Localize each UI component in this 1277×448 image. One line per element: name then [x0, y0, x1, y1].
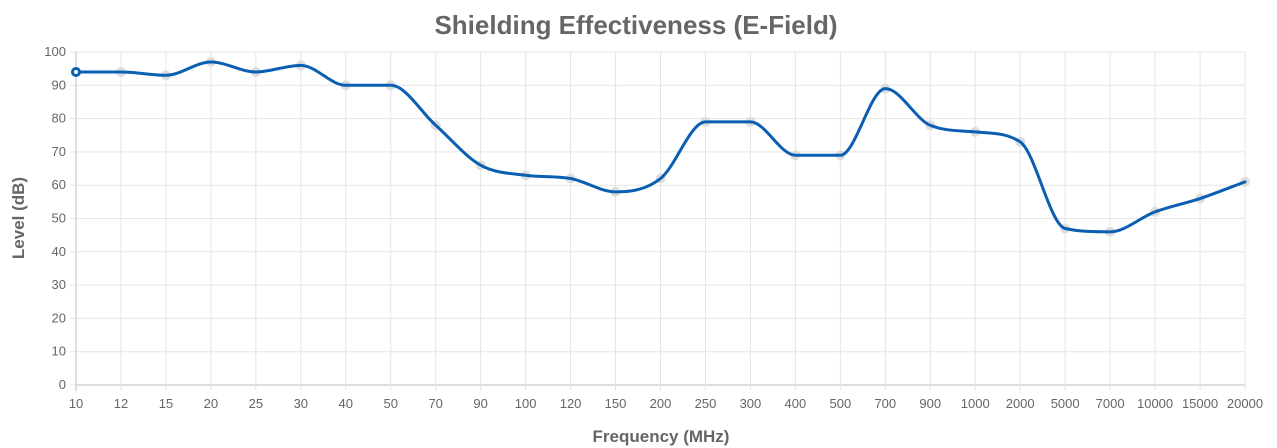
- x-tick-label: 10: [69, 396, 83, 411]
- x-tick-label: 7000: [1096, 396, 1125, 411]
- x-tick-label: 1000: [961, 396, 990, 411]
- x-tick-label: 900: [919, 396, 941, 411]
- x-tick-label: 15000: [1182, 396, 1218, 411]
- y-tick-label: 0: [59, 377, 66, 392]
- x-tick-label: 250: [695, 396, 717, 411]
- x-axis-title: Frequency (MHz): [593, 427, 730, 446]
- x-tick-label: 40: [339, 396, 353, 411]
- x-tick-label: 150: [605, 396, 627, 411]
- y-tick-label: 70: [52, 144, 66, 159]
- x-tick-label: 300: [740, 396, 762, 411]
- x-tick-label: 20000: [1227, 396, 1263, 411]
- y-tick-label: 100: [44, 44, 66, 59]
- x-tick-label: 10000: [1137, 396, 1173, 411]
- x-tick-label: 500: [829, 396, 851, 411]
- x-tick-label: 15: [159, 396, 173, 411]
- x-tick-label: 90: [473, 396, 487, 411]
- series-layer: [71, 56, 1250, 237]
- chart-title: Shielding Effectiveness (E-Field): [434, 10, 837, 40]
- x-tick-label: 400: [785, 396, 807, 411]
- x-tick-label: 2000: [1006, 396, 1035, 411]
- y-tick-label: 50: [52, 211, 66, 226]
- y-tick-label: 60: [52, 177, 66, 192]
- series-line: [74, 60, 1247, 234]
- x-tick-label: 12: [114, 396, 128, 411]
- x-tick-label: 50: [383, 396, 397, 411]
- y-tick-label: 20: [52, 310, 66, 325]
- axes: [70, 51, 76, 386]
- y-tick-label: 30: [52, 277, 66, 292]
- x-tick-label: 30: [294, 396, 308, 411]
- grid-lines: [75, 51, 1246, 391]
- x-tick-label: 5000: [1051, 396, 1080, 411]
- x-tick-label: 200: [650, 396, 672, 411]
- y-tick-label: 40: [52, 244, 66, 259]
- x-tick-label: 25: [249, 396, 263, 411]
- y-axis-title: Level (dB): [9, 177, 28, 259]
- x-tick-label: 100: [515, 396, 537, 411]
- y-tick-label: 90: [52, 77, 66, 92]
- x-tick-label: 70: [428, 396, 442, 411]
- y-tick-label: 10: [52, 344, 66, 359]
- x-tick-label: 20: [204, 396, 218, 411]
- data-point-active[interactable]: [71, 66, 81, 77]
- y-tick-label: 80: [52, 111, 66, 126]
- x-tick-label: 120: [560, 396, 582, 411]
- x-tick-label: 700: [874, 396, 896, 411]
